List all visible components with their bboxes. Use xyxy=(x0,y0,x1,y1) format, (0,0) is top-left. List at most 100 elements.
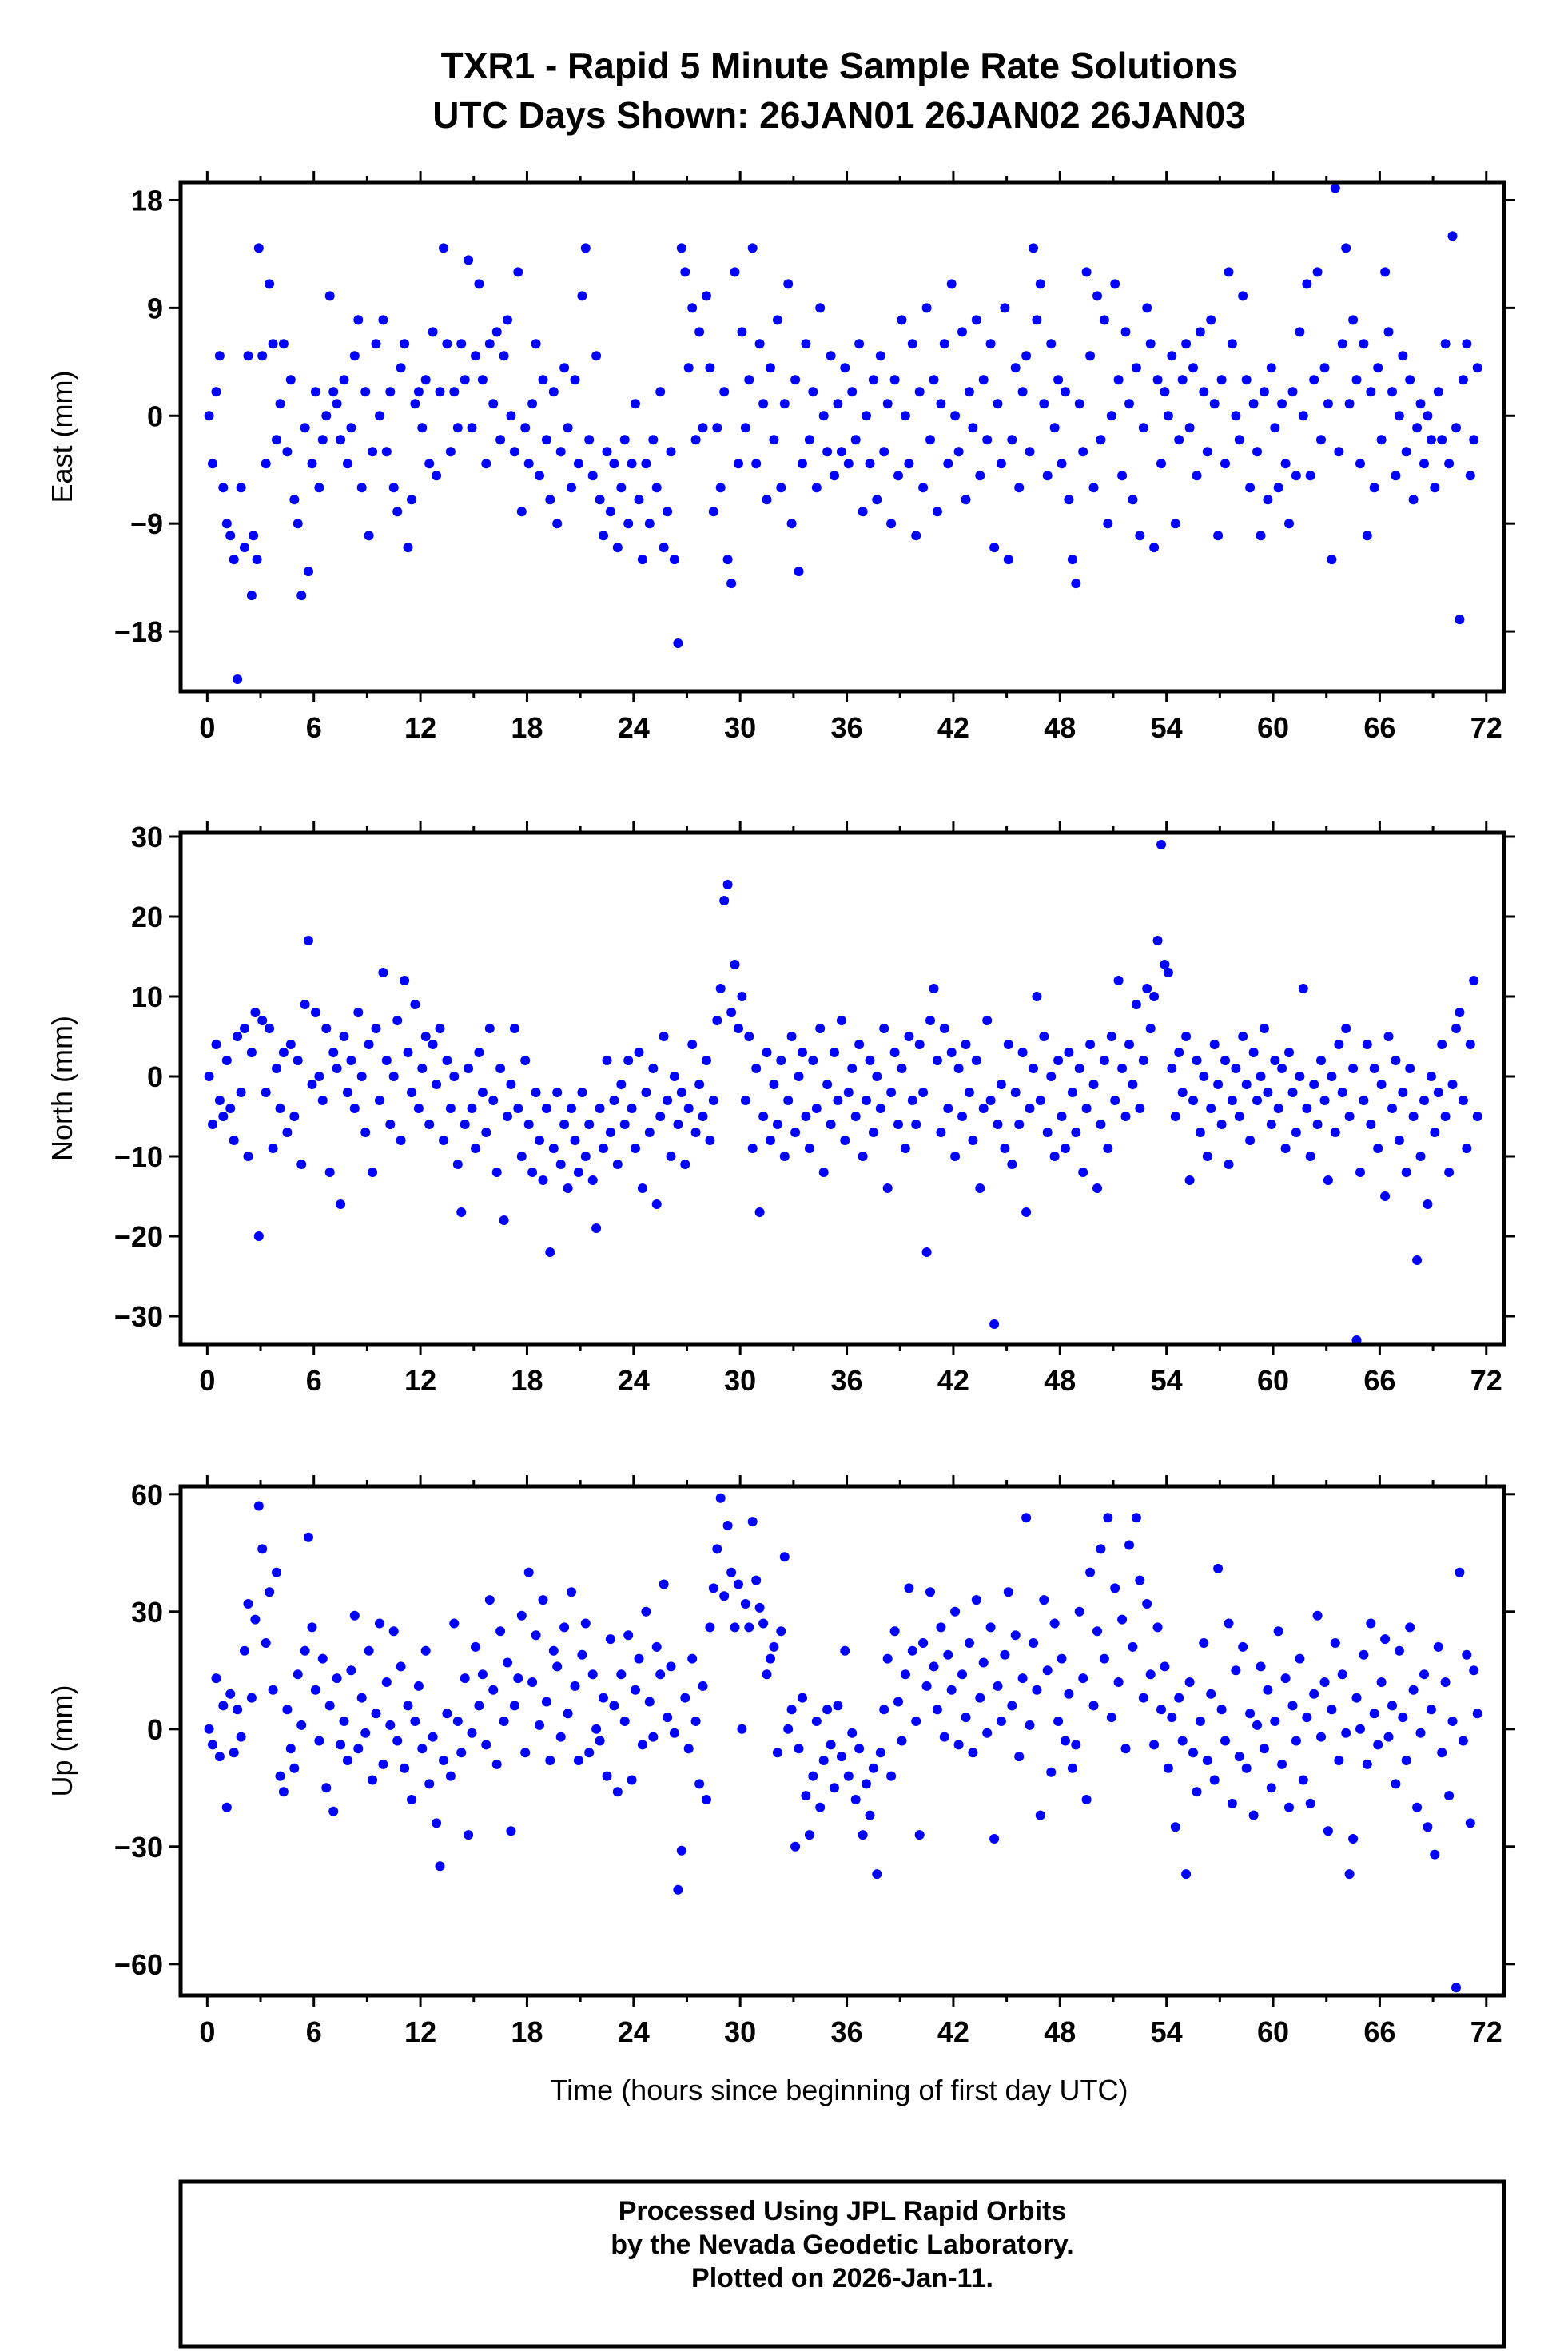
up-x-tick-label: 6 xyxy=(306,2015,322,2048)
up-data-point xyxy=(722,1521,733,1530)
up-data-point xyxy=(1067,1763,1077,1773)
up-data-point xyxy=(1305,1798,1315,1808)
up-data-point xyxy=(1444,1791,1455,1801)
up-data-point xyxy=(296,1720,307,1730)
north-data-point xyxy=(464,1064,474,1073)
east-data-point xyxy=(304,567,313,577)
north-data-point xyxy=(1277,1064,1287,1073)
north-data-point xyxy=(783,1096,794,1105)
north-data-point xyxy=(982,1016,993,1025)
north-data-point xyxy=(353,1008,364,1017)
east-x-tick-label: 30 xyxy=(724,711,756,744)
east-data-point xyxy=(527,399,538,409)
north-plot-frame xyxy=(178,830,1506,1347)
up-data-point xyxy=(317,1653,328,1664)
up-data-point xyxy=(328,1806,339,1816)
east-data-point xyxy=(349,351,360,361)
east-data-point xyxy=(1074,399,1084,409)
up-data-point xyxy=(1188,1748,1198,1758)
east-x-tick-label: 54 xyxy=(1151,711,1183,744)
north-data-point xyxy=(1273,1104,1283,1113)
east-data-point xyxy=(602,447,612,457)
up-data-point xyxy=(854,1744,865,1754)
up-data-point xyxy=(503,1657,512,1668)
north-data-point xyxy=(946,1048,957,1057)
east-data-point xyxy=(225,531,236,541)
east-data-point xyxy=(815,303,826,313)
up-data-point xyxy=(1113,1677,1124,1687)
up-data-point xyxy=(1074,1606,1084,1617)
north-data-point xyxy=(289,1112,300,1121)
north-data-point xyxy=(591,1223,602,1233)
up-data-point xyxy=(432,1818,442,1828)
north-data-point xyxy=(495,1064,506,1073)
up-data-point xyxy=(471,1641,480,1652)
north-data-point xyxy=(634,1048,644,1057)
north-data-point xyxy=(900,1144,910,1153)
north-data-point xyxy=(1305,1152,1315,1161)
east-data-point xyxy=(1174,435,1184,445)
up-data-point xyxy=(627,1775,637,1785)
north-data-point xyxy=(1295,1072,1305,1081)
north-data-point xyxy=(631,1144,640,1153)
north-data-point xyxy=(1263,1088,1273,1097)
east-data-point xyxy=(911,531,921,541)
east-data-point xyxy=(1177,375,1188,385)
east-y-axis-label: East (mm) xyxy=(46,371,78,503)
east-data-point xyxy=(1319,363,1330,373)
up-data-point xyxy=(907,1645,917,1656)
east-data-point xyxy=(1017,387,1028,397)
east-data-point xyxy=(221,519,232,529)
east-data-point xyxy=(641,459,651,469)
up-data-point xyxy=(1327,1705,1337,1715)
north-data-point xyxy=(843,1088,854,1097)
north-data-point xyxy=(310,1008,320,1017)
north-data-point xyxy=(850,1112,861,1121)
up-data-point xyxy=(904,1583,914,1593)
up-data-point xyxy=(1447,1717,1458,1726)
east-data-point xyxy=(1049,423,1060,433)
east-data-point xyxy=(229,555,239,565)
north-data-point xyxy=(1369,1064,1379,1073)
up-data-point xyxy=(1209,1775,1220,1785)
up-data-point xyxy=(1049,1618,1060,1629)
up-data-point xyxy=(882,1653,893,1664)
east-data-point xyxy=(1451,423,1461,433)
east-data-point xyxy=(272,435,281,445)
east-data-point xyxy=(1025,447,1035,457)
north-data-point xyxy=(1035,1096,1045,1105)
north-data-point xyxy=(371,1024,381,1033)
east-data-point xyxy=(722,555,733,565)
up-data-point xyxy=(1284,1802,1294,1812)
north-data-point xyxy=(580,1152,591,1161)
north-y-axis-label: North (mm) xyxy=(46,1016,78,1161)
east-data-point xyxy=(523,459,534,469)
up-data-point xyxy=(1000,1649,1010,1660)
north-data-point xyxy=(676,1088,686,1097)
north-data-point xyxy=(1241,1080,1252,1089)
up-data-point xyxy=(1135,1575,1145,1585)
up-data-point xyxy=(776,1626,786,1637)
east-data-point xyxy=(1362,531,1372,541)
up-data-point xyxy=(442,1709,452,1719)
up-data-point xyxy=(822,1705,833,1715)
east-data-point xyxy=(261,459,271,469)
north-data-point xyxy=(1337,1088,1347,1097)
east-data-point xyxy=(1465,471,1475,481)
up-data-point xyxy=(1277,1759,1287,1769)
east-data-point xyxy=(1344,399,1355,409)
east-data-point xyxy=(1302,279,1312,289)
north-data-point xyxy=(1238,1032,1248,1041)
up-data-point xyxy=(690,1717,701,1726)
up-data-point xyxy=(456,1748,467,1758)
north-data-point xyxy=(1202,1152,1212,1161)
east-data-point xyxy=(477,375,488,385)
up-data-point xyxy=(978,1657,989,1668)
east-data-point xyxy=(388,483,399,493)
north-data-point xyxy=(659,1032,669,1041)
east-data-point xyxy=(1387,387,1397,397)
east-data-point xyxy=(1447,231,1458,241)
north-data-point xyxy=(673,1120,683,1129)
east-data-point xyxy=(1245,483,1256,493)
east-data-point xyxy=(1426,435,1436,445)
